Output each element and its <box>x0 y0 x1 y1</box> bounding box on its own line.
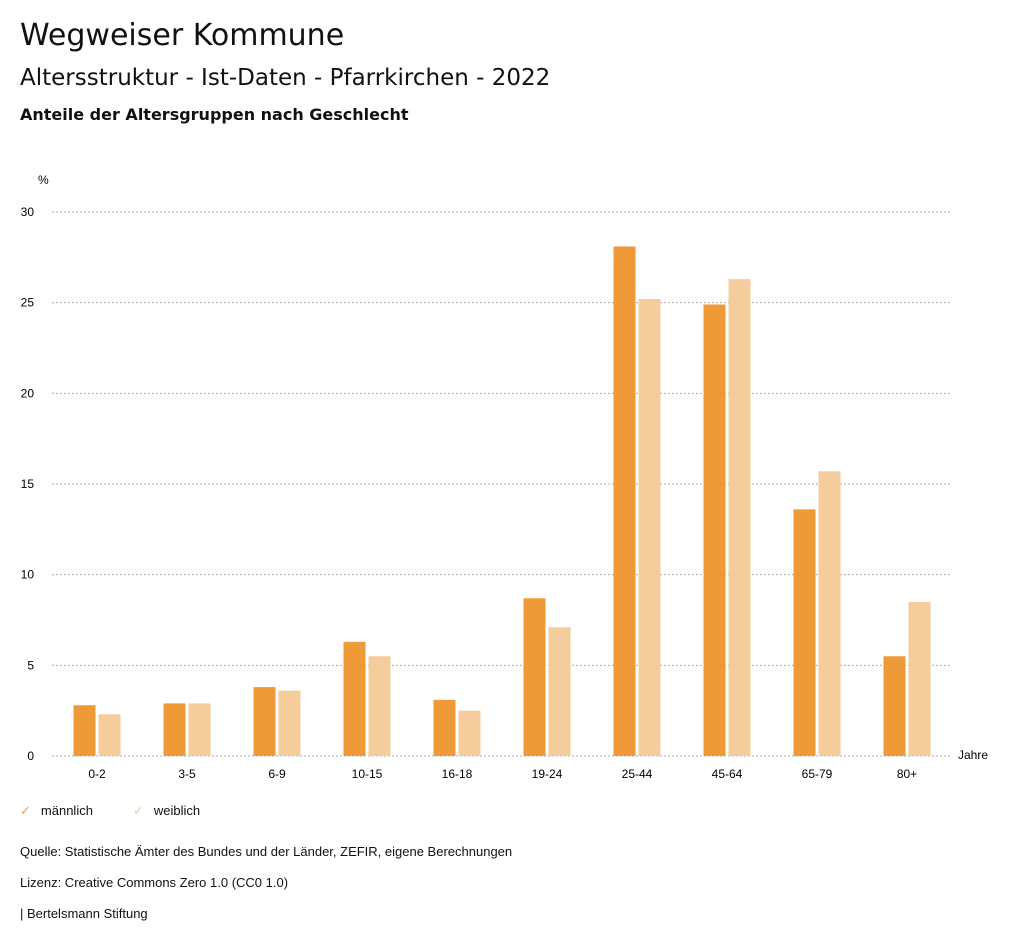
bar-chart: % 0 5 10 15 20 25 30 Jahre 0-2 3-5 6-9 10-15 16-18 19-… <box>21 173 989 781</box>
x-tick-label: 45-64 <box>712 767 743 781</box>
x-tick-label: 10-15 <box>352 767 383 781</box>
bar-weiblich-80+ <box>908 601 931 756</box>
bar-weiblich-45-64 <box>728 279 751 756</box>
bar-männlich-25-44 <box>613 246 636 756</box>
bar-weiblich-25-44 <box>638 299 661 756</box>
x-tick-label: 80+ <box>897 767 917 781</box>
y-axis-label: % <box>38 173 49 187</box>
x-tick-label: 19-24 <box>532 767 563 781</box>
y-tick-label: 0 <box>27 749 34 763</box>
bar-männlich-0-2 <box>73 705 96 756</box>
bar-männlich-65-79 <box>793 509 816 756</box>
bar-männlich-19-24 <box>523 598 546 756</box>
x-tick-label: 0-2 <box>88 767 106 781</box>
legend-item-maennlich[interactable]: ✓ männlich <box>20 803 93 818</box>
bar-weiblich-65-79 <box>818 471 841 756</box>
x-tick-label: 16-18 <box>442 767 473 781</box>
bar-weiblich-6-9 <box>278 690 301 756</box>
x-tick-label: 65-79 <box>802 767 833 781</box>
bar-weiblich-10-15 <box>368 656 391 756</box>
bar-weiblich-19-24 <box>548 627 571 756</box>
bar-männlich-3-5 <box>163 703 186 756</box>
y-tick-label: 30 <box>21 205 35 219</box>
chart-subtitle: Altersstruktur - Ist-Daten - Pfarrkirche… <box>20 65 551 91</box>
bar-männlich-45-64 <box>703 304 726 756</box>
x-tick-label: 25-44 <box>622 767 653 781</box>
bar-weiblich-0-2 <box>98 714 121 756</box>
check-icon: ✓ <box>20 803 31 818</box>
bar-männlich-16-18 <box>433 699 456 756</box>
chart-title: Anteile der Altersgruppen nach Geschlech… <box>20 105 409 124</box>
y-tick-label: 5 <box>27 658 34 672</box>
bar-männlich-10-15 <box>343 641 366 756</box>
legend: ✓ männlich ✓ weiblich <box>20 803 200 819</box>
bar-männlich-6-9 <box>253 687 276 756</box>
legend-item-weiblich[interactable]: ✓ weiblich <box>132 803 201 818</box>
bar-weiblich-16-18 <box>458 710 481 756</box>
y-tick-label: 15 <box>21 477 35 491</box>
x-axis-label: Jahre <box>958 748 988 762</box>
x-tick-label: 3-5 <box>178 767 196 781</box>
y-tick-label: 20 <box>21 386 35 400</box>
bar-weiblich-3-5 <box>188 703 211 756</box>
x-tick-label: 6-9 <box>268 767 286 781</box>
y-tick-label: 25 <box>21 296 35 310</box>
bar-männlich-80+ <box>883 656 906 756</box>
source-note: Quelle: Statistische Ämter des Bundes un… <box>20 844 513 859</box>
app-title: Wegweiser Kommune <box>20 18 345 53</box>
y-tick-label: 10 <box>21 568 35 582</box>
brand-note: | Bertelsmann Stiftung <box>20 906 148 921</box>
check-icon: ✓ <box>132 803 144 818</box>
license-note: Lizenz: Creative Commons Zero 1.0 (CC0 1… <box>20 875 289 890</box>
